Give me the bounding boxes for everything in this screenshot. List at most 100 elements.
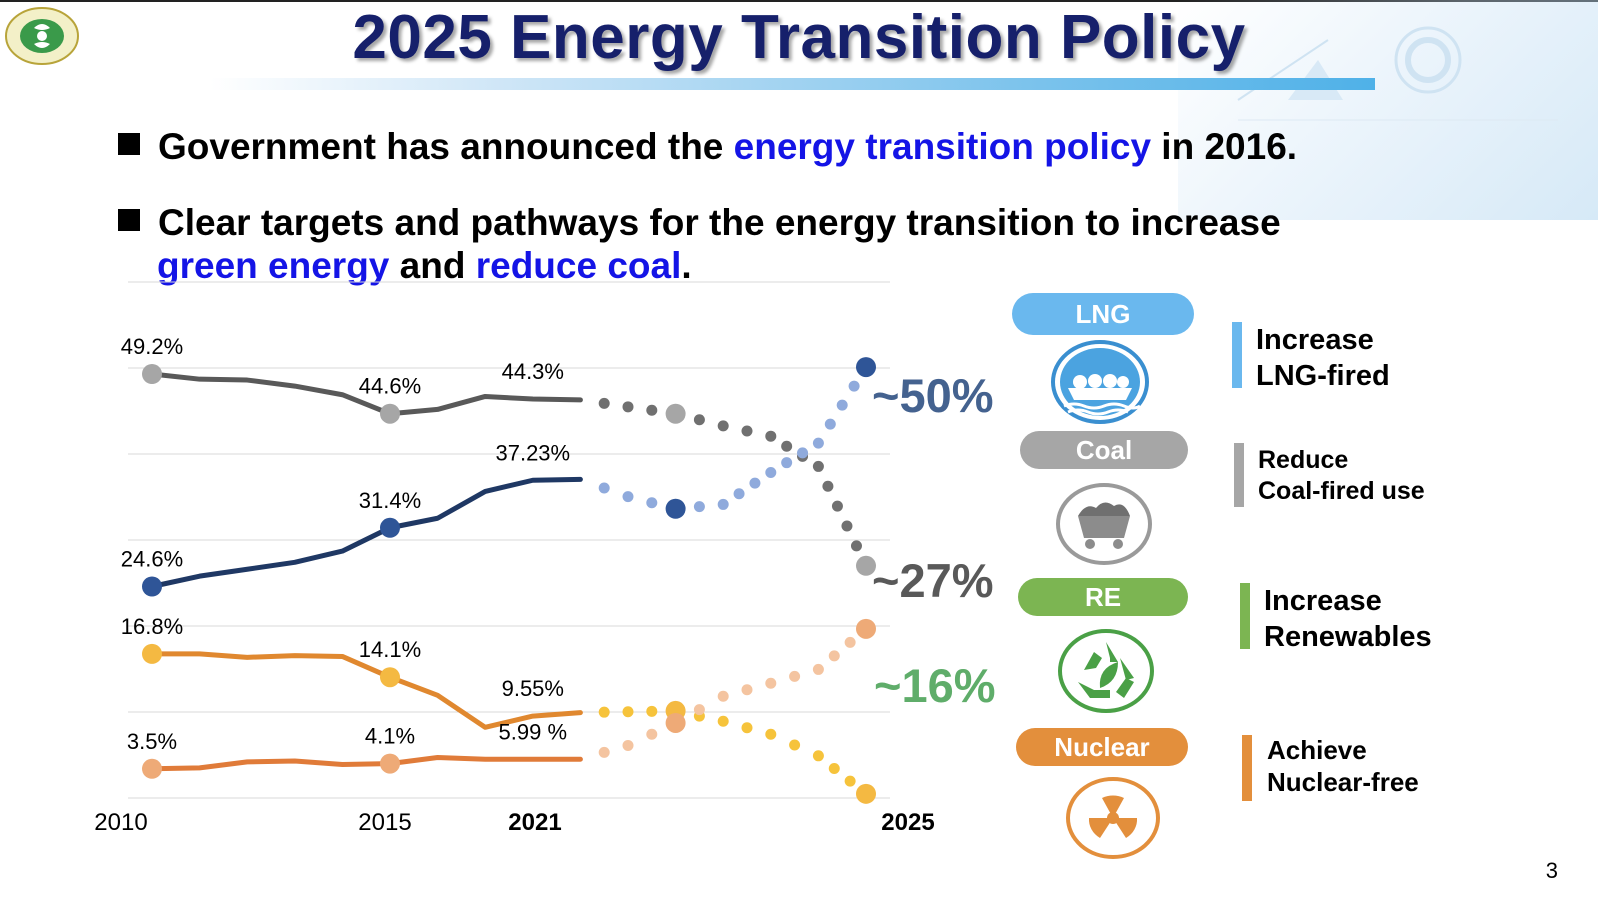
series-line-coal [149,371,583,417]
forecast-dot-lng [812,437,824,449]
forecast-dot-coal [781,440,793,452]
bullet-square-icon [118,133,140,155]
bullet-2-mid: and [389,245,476,286]
bureau-of-energy-logo [5,7,79,65]
legend-bar-nuclear [1242,735,1252,801]
forecast-dot-coal [622,401,634,413]
page-title: 2025 Energy Transition Policy [352,3,1246,72]
legend-pill-re: RE [1018,578,1188,616]
forecast-dot-nuclear [598,706,610,718]
forecast-dot-lng [693,501,705,513]
forecast-dot-lng [848,380,860,392]
forecast-dot-lng [717,498,729,510]
target-coal-label: ~27% [872,554,994,607]
series-line-nuclear [149,651,583,730]
legend-text-nuclear: Achieve Nuclear-free [1267,735,1419,797]
target-lng-label: ~50% [872,369,994,422]
bullet-2-highlight-green-energy: green energy [157,245,390,286]
data-label-coal: 44.6% [359,374,421,399]
bullet-1-text-end: in 2016. [1151,126,1298,167]
data-label-coal: 49.2% [121,334,183,359]
target-re-label: ~16% [874,659,996,712]
forecast-dot-lng [824,418,836,430]
legend-text-coal: Reduce Coal-fired use [1258,446,1425,505]
data-label-re: 3.5% [127,729,177,754]
legend-text-lng: Increase LNG-fired [1256,324,1390,392]
forecast-dot-nuclear [717,715,729,727]
forecast-dot-re [622,739,634,751]
data-label-re: 5.99 % [499,719,568,744]
forecast-dot-re [765,677,777,689]
forecast-dot-lng [598,482,610,494]
forecast-dot-re [844,636,856,648]
forecast-dot-nuclear [765,728,777,740]
bullet-2: Clear targets and pathways for the energ… [118,201,1281,245]
data-point-coal [142,364,162,384]
recycle-leaf-icon [1058,629,1154,713]
forecast-dot-nuclear [741,722,753,734]
data-point-coal [665,403,686,424]
bullet-1: Government has announced the energy tran… [118,125,1297,169]
data-label-lng: 31.4% [359,488,421,513]
forecast-dot-nuclear [844,775,856,787]
forecast-dot-coal [812,460,824,472]
forecast-dot-re [789,670,801,682]
bullet-2-line-2: green energy and reduce coal. [157,244,692,288]
forecast-dot-coal [841,520,853,532]
x-tick-label: 2010 [94,809,147,836]
forecast-dot-nuclear [789,739,801,751]
forecast-dot-re [741,684,753,696]
forecast-dot-coal [765,430,777,442]
series-line-lng [149,476,583,589]
data-point-coal [856,555,876,576]
forecast-dot-coal [598,397,610,409]
legend-bar-coal [1234,443,1244,507]
legend-bar-lng [1232,322,1242,388]
radiation-icon [1066,777,1160,859]
forecast-dot-lng [646,497,658,509]
forecast-dot-lng [797,447,809,459]
data-label-re: 4.1% [365,724,415,749]
forecast-dot-re [812,663,824,675]
forecast-dot-coal [850,540,862,552]
data-label-lng: 37.23% [495,440,570,465]
top-border [0,0,1598,2]
data-label-nuclear: 9.55% [502,676,564,701]
forecast-dot-coal [646,404,658,416]
forecast-dot-re [646,728,658,740]
data-point-nuclear [856,783,876,804]
background-tech-decoration [1178,0,1598,220]
forecast-dot-lng [622,491,634,503]
forecast-dot-nuclear [828,762,840,774]
data-point-lng [142,576,162,597]
legend-pill-coal: Coal [1020,431,1188,469]
data-point-lng [856,357,876,378]
bullet-square-icon [118,209,140,231]
forecast-dot-re [598,746,610,758]
forecast-dot-nuclear [812,750,824,762]
series-line-re [149,755,583,772]
x-tick-label: 2021 [508,809,561,836]
legend-bar-re [1240,583,1250,649]
forecast-dot-coal [693,414,705,426]
forecast-dot-coal [822,480,834,492]
data-point-lng [380,517,400,538]
data-label-nuclear: 14.1% [359,637,421,662]
forecast-dot-re [693,704,705,716]
x-tick-label: 2015 [358,809,411,836]
title-underline-bar [210,78,1375,90]
bullet-1-text: Government has announced the [158,126,734,167]
forecast-dot-lng [733,488,745,500]
bullet-2-highlight-reduce-coal: reduce coal [475,245,682,286]
data-point-coal [380,403,400,424]
legend-pill-nuclear: Nuclear [1016,728,1188,766]
bullet-2-end: . [681,245,692,286]
forecast-dot-nuclear [646,705,658,717]
forecast-dot-coal [831,500,843,512]
data-point-lng [665,498,686,519]
forecast-dot-lng [781,457,793,469]
legend-pill-lng: LNG [1012,293,1194,335]
data-point-re [380,753,400,774]
forecast-dot-coal [741,425,753,437]
data-point-nuclear [380,667,400,688]
